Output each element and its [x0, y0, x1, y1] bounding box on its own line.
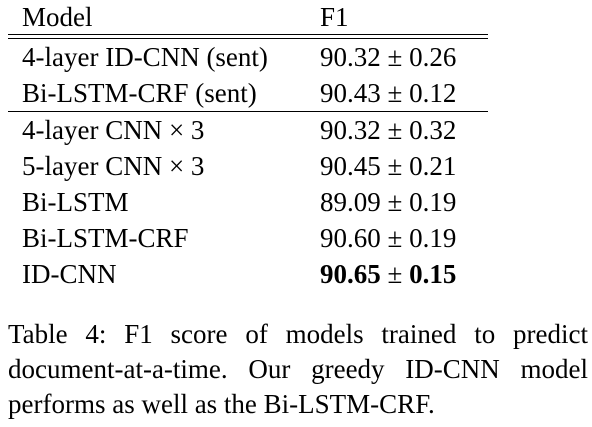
table-row: 5-layer CNN × 3 90.45 ± 0.21 [8, 148, 488, 184]
table-row: Bi-LSTM-CRF (sent) 90.43 ± 0.12 [8, 75, 488, 111]
model-name: Bi-LSTM [22, 187, 129, 217]
header-rule-bottom [8, 38, 488, 39]
table-row-best: ID-CNN 90.65 ± 0.15 [8, 256, 488, 292]
group-separator-rule [8, 111, 488, 112]
f1-best-error: 0.15 [409, 259, 457, 289]
header-model: Model [22, 2, 93, 32]
results-table: Model F1 4-layer ID-CNN (sent) 90.32 ± 0… [8, 0, 488, 292]
f1-score: 90.43 ± 0.12 [320, 78, 457, 108]
model-name: 5-layer CNN × 3 [22, 151, 205, 181]
model-name: Bi-LSTM-CRF (sent) [22, 78, 257, 108]
table-row: 4-layer CNN × 3 90.32 ± 0.32 [8, 112, 488, 148]
table-row: Bi-LSTM 89.09 ± 0.19 [8, 184, 488, 220]
f1-score-best: 90.65 ± 0.15 [320, 256, 456, 292]
table-caption: Table 4: F1 score of models trained to p… [8, 317, 588, 422]
model-name: 4-layer CNN × 3 [22, 115, 205, 145]
f1-best-value: 90.65 [320, 259, 381, 289]
f1-score: 89.09 ± 0.19 [320, 187, 457, 217]
f1-score: 90.45 ± 0.21 [320, 151, 457, 181]
model-name: 4-layer ID-CNN (sent) [22, 42, 268, 72]
caption-line-1: Table 4: F1 score of models trained to p… [8, 319, 588, 349]
f1-score: 90.32 ± 0.26 [320, 42, 457, 72]
header-rule-top [8, 34, 488, 35]
model-name: Bi-LSTM-CRF [22, 223, 189, 253]
table-header-row: Model F1 [8, 0, 488, 34]
model-name: ID-CNN [22, 259, 117, 289]
caption-line-3: performs as well as the Bi-LSTM-CRF. [8, 389, 435, 419]
caption-line-2: document-at-a-time. Our greedy ID-CNN mo… [8, 354, 588, 384]
table-row: Bi-LSTM-CRF 90.60 ± 0.19 [8, 220, 488, 256]
f1-best-pm: ± [380, 259, 410, 289]
f1-score: 90.32 ± 0.32 [320, 115, 457, 145]
f1-score: 90.60 ± 0.19 [320, 223, 457, 253]
table-row: 4-layer ID-CNN (sent) 90.32 ± 0.26 [8, 39, 488, 75]
header-f1: F1 [320, 2, 349, 32]
